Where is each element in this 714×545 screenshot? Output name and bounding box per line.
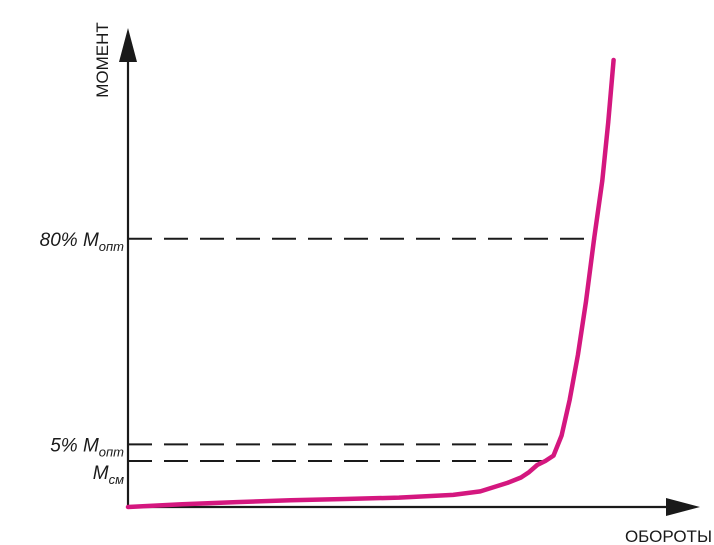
y-axis-arrow	[119, 28, 137, 62]
reference-label: Mсм	[93, 463, 124, 487]
reference-lines	[128, 237, 597, 462]
y-axis-label: МОМЕНТ	[93, 22, 112, 98]
series-group	[125, 57, 616, 510]
reference-label-subscript: опт	[99, 239, 124, 254]
reference-label-main: 5% M	[50, 435, 99, 456]
series-line	[125, 57, 616, 510]
reference-label-main: 80% M	[40, 230, 99, 251]
reference-label: 80% Mопт	[40, 230, 125, 254]
reference-label: 5% Mопт	[50, 435, 124, 459]
reference-label-subscript: см	[109, 472, 125, 487]
x-axis-arrow	[666, 498, 700, 516]
reference-label-subscript: опт	[99, 444, 124, 459]
x-axis-label: ОБОРОТЫ	[625, 527, 712, 545]
reference-label-main: M	[93, 463, 109, 484]
